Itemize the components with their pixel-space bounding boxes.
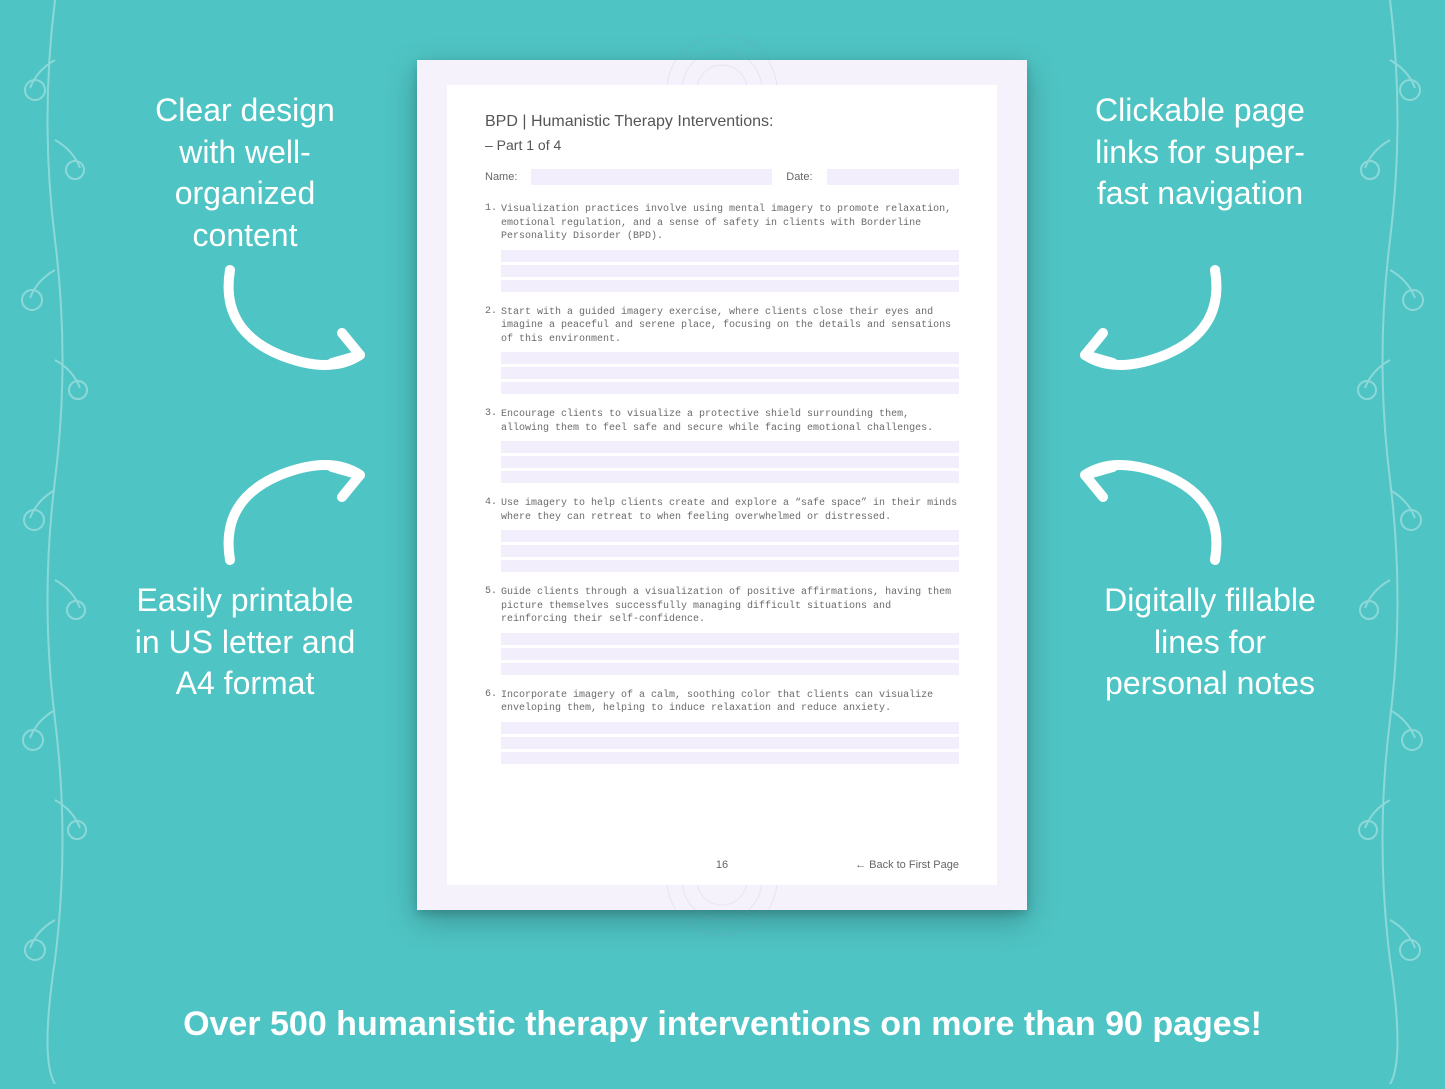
note-line[interactable] <box>501 367 959 379</box>
decorative-vine-left <box>0 0 110 1084</box>
item-6: 6.Incorporate imagery of a calm, soothin… <box>485 689 959 764</box>
name-label: Name: <box>485 171 517 183</box>
callout-top-left: Clear design with well-organized content <box>130 90 360 256</box>
page-inner: BPD | Humanistic Therapy Interventions: … <box>447 85 997 885</box>
item-number: 5. <box>485 586 495 627</box>
callout-bottom-right: Digitally fillable lines for personal no… <box>1095 580 1325 705</box>
mandala-top-decoration <box>587 30 857 90</box>
item-5: 5.Guide clients through a visualization … <box>485 586 959 675</box>
item-number: 4. <box>485 497 495 524</box>
note-lines <box>501 250 959 292</box>
item-text: Guide clients through a visualization of… <box>501 586 959 627</box>
decorative-vine-right <box>1335 0 1445 1084</box>
note-line[interactable] <box>501 352 959 364</box>
name-field[interactable] <box>531 169 772 185</box>
note-line[interactable] <box>501 737 959 749</box>
mandala-bottom-decoration <box>587 880 857 940</box>
item-number: 1. <box>485 203 495 244</box>
date-label: Date: <box>786 171 812 183</box>
doc-title: BPD | Humanistic Therapy Interventions: <box>485 113 959 131</box>
item-text: Incorporate imagery of a calm, soothing … <box>501 689 959 716</box>
page-footer: 16 ← Back to First Page <box>447 859 997 871</box>
note-line[interactable] <box>501 250 959 262</box>
item-text: Use imagery to help clients create and e… <box>501 497 959 524</box>
back-to-first-page-link[interactable]: ← Back to First Page <box>855 859 959 871</box>
item-number: 6. <box>485 689 495 716</box>
arrow-top-left <box>210 260 380 380</box>
item-4: 4.Use imagery to help clients create and… <box>485 497 959 572</box>
note-line[interactable] <box>501 633 959 645</box>
item-text: Encourage clients to visualize a protect… <box>501 408 959 435</box>
note-line[interactable] <box>501 560 959 572</box>
note-line[interactable] <box>501 265 959 277</box>
item-2: 2.Start with a guided imagery exercise, … <box>485 306 959 395</box>
note-line[interactable] <box>501 752 959 764</box>
page-number: 16 <box>716 859 728 871</box>
callout-top-right: Clickable page links for super-fast navi… <box>1075 90 1325 215</box>
note-line[interactable] <box>501 663 959 675</box>
note-line[interactable] <box>501 456 959 468</box>
item-number: 3. <box>485 408 495 435</box>
arrow-bottom-right <box>1065 450 1235 570</box>
item-3: 3.Encourage clients to visualize a prote… <box>485 408 959 483</box>
arrow-top-right <box>1065 260 1235 380</box>
note-lines <box>501 633 959 675</box>
note-line[interactable] <box>501 648 959 660</box>
item-text: Start with a guided imagery exercise, wh… <box>501 306 959 347</box>
item-number: 2. <box>485 306 495 347</box>
note-line[interactable] <box>501 545 959 557</box>
date-field[interactable] <box>827 169 959 185</box>
note-line[interactable] <box>501 471 959 483</box>
arrow-bottom-left <box>210 450 380 570</box>
item-1: 1.Visualization practices involve using … <box>485 203 959 292</box>
note-lines <box>501 352 959 394</box>
note-line[interactable] <box>501 280 959 292</box>
bottom-banner: Over 500 humanistic therapy intervention… <box>0 1005 1445 1044</box>
doc-subtitle: – Part 1 of 4 <box>485 137 959 153</box>
note-lines <box>501 722 959 764</box>
name-date-row: Name: Date: <box>485 169 959 185</box>
note-lines <box>501 530 959 572</box>
items-list: 1.Visualization practices involve using … <box>485 203 959 764</box>
note-line[interactable] <box>501 530 959 542</box>
note-line[interactable] <box>501 382 959 394</box>
note-line[interactable] <box>501 722 959 734</box>
note-line[interactable] <box>501 441 959 453</box>
note-lines <box>501 441 959 483</box>
document-page: BPD | Humanistic Therapy Interventions: … <box>417 60 1027 910</box>
callout-bottom-left: Easily printable in US letter and A4 for… <box>130 580 360 705</box>
item-text: Visualization practices involve using me… <box>501 203 959 244</box>
